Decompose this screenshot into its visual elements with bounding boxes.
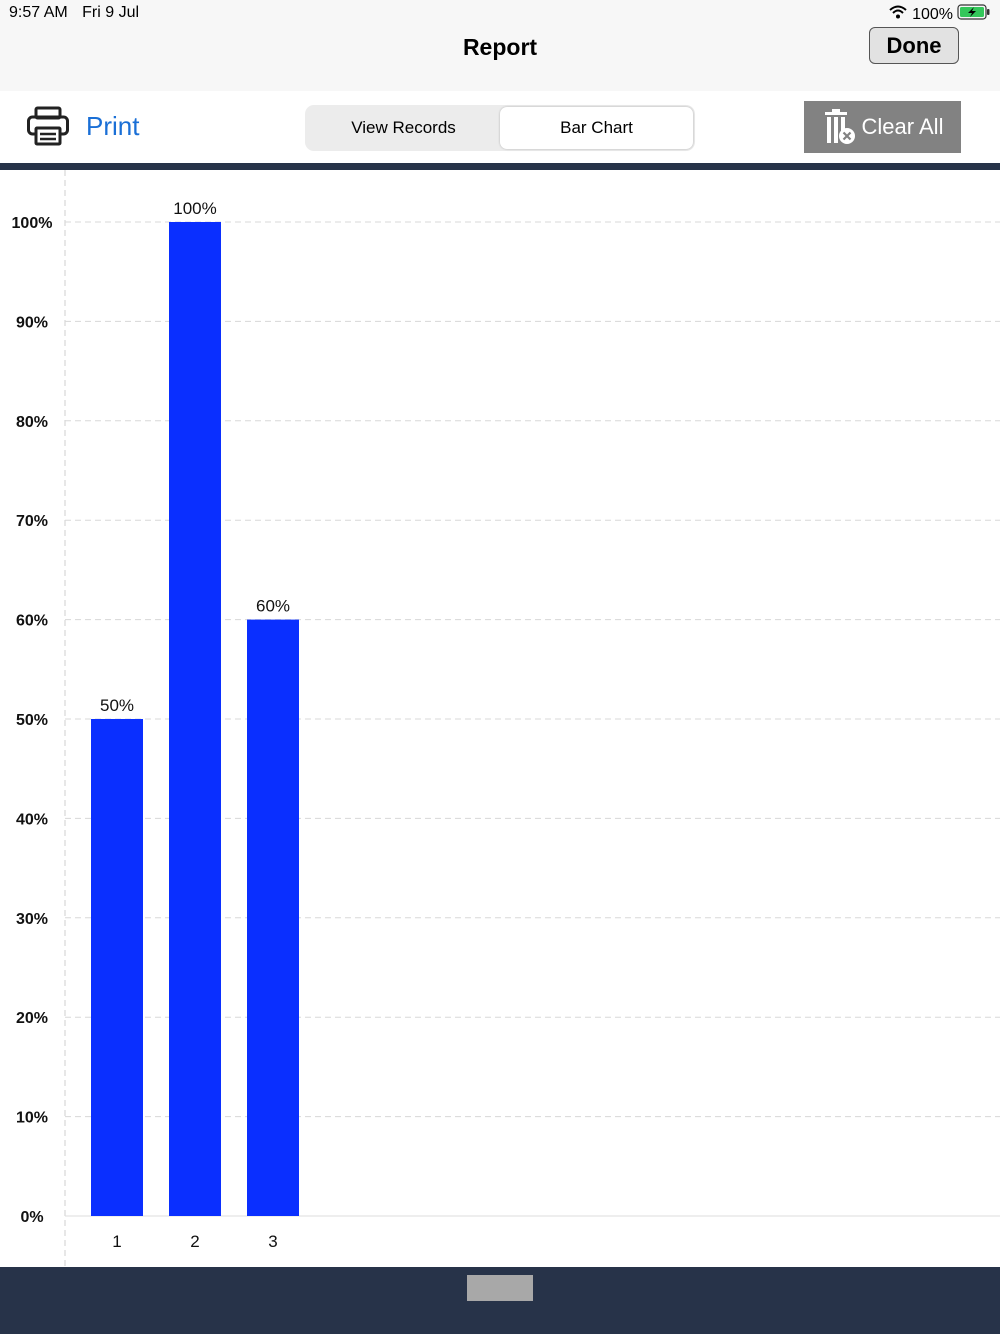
x-tick-label: 2	[190, 1232, 199, 1251]
battery-percent: 100%	[912, 5, 953, 23]
bar-value-label: 50%	[100, 696, 134, 715]
done-button[interactable]: Done	[869, 27, 959, 64]
y-tick-label: 100%	[12, 215, 53, 232]
status-right: 100%	[889, 4, 991, 25]
view-segmented-control: View Records Bar Chart	[305, 105, 695, 151]
battery-charging-icon	[957, 4, 991, 25]
status-date: Fri 9 Jul	[82, 4, 140, 21]
y-tick-label: 30%	[16, 911, 48, 928]
y-tick-label: 70%	[16, 513, 48, 530]
toolbar-divider	[0, 163, 1000, 170]
status-left: 9:57 AM Fri 9 Jul	[9, 4, 149, 22]
segment-view-records[interactable]: View Records	[351, 118, 456, 137]
bar-chart-svg: 0% 10% 20% 30% 40% 50% 60% 70% 80% 90% 100% 50% 1 100…	[12, 170, 1000, 1267]
bar-value-label: 100%	[173, 199, 216, 218]
clear-all-button[interactable]: Clear All	[804, 101, 961, 153]
bottom-bar	[0, 1267, 1000, 1334]
status-bar: 9:57 AM Fri 9 Jul 100%	[0, 0, 1000, 26]
page-title: Report	[462, 34, 538, 60]
home-handle[interactable]	[467, 1275, 533, 1301]
clear-all-label: Clear All	[861, 114, 944, 139]
bar	[247, 619, 299, 1216]
y-tick-label: 40%	[16, 811, 48, 828]
bar	[91, 719, 143, 1216]
bar	[169, 222, 221, 1216]
x-tick-label: 1	[112, 1232, 121, 1251]
wifi-icon	[889, 5, 907, 24]
printer-icon	[27, 106, 69, 146]
y-tick-label: 50%	[16, 712, 48, 729]
y-tick-label: 20%	[16, 1010, 48, 1027]
y-tick-label: 60%	[16, 613, 48, 630]
print-label: Print	[86, 110, 140, 141]
y-tick-label: 0%	[20, 1209, 43, 1226]
navigation-bar: Report Done	[0, 26, 1000, 91]
y-tick-label: 90%	[16, 314, 48, 331]
segment-bar-chart[interactable]: Bar Chart	[500, 107, 693, 149]
bar-value-label: 60%	[256, 597, 290, 616]
y-tick-label: 10%	[16, 1110, 48, 1127]
trash-clear-icon	[824, 109, 855, 144]
print-button[interactable]: Print	[26, 106, 139, 146]
toolbar: Print View Records Bar Chart Clear All	[0, 91, 1000, 163]
bar-chart: 0% 10% 20% 30% 40% 50% 60% 70% 80% 90% 100% 50% 1 100…	[0, 170, 1000, 1267]
x-tick-label: 3	[268, 1232, 277, 1251]
status-time: 9:57 AM	[9, 4, 68, 21]
y-tick-label: 80%	[16, 414, 48, 431]
